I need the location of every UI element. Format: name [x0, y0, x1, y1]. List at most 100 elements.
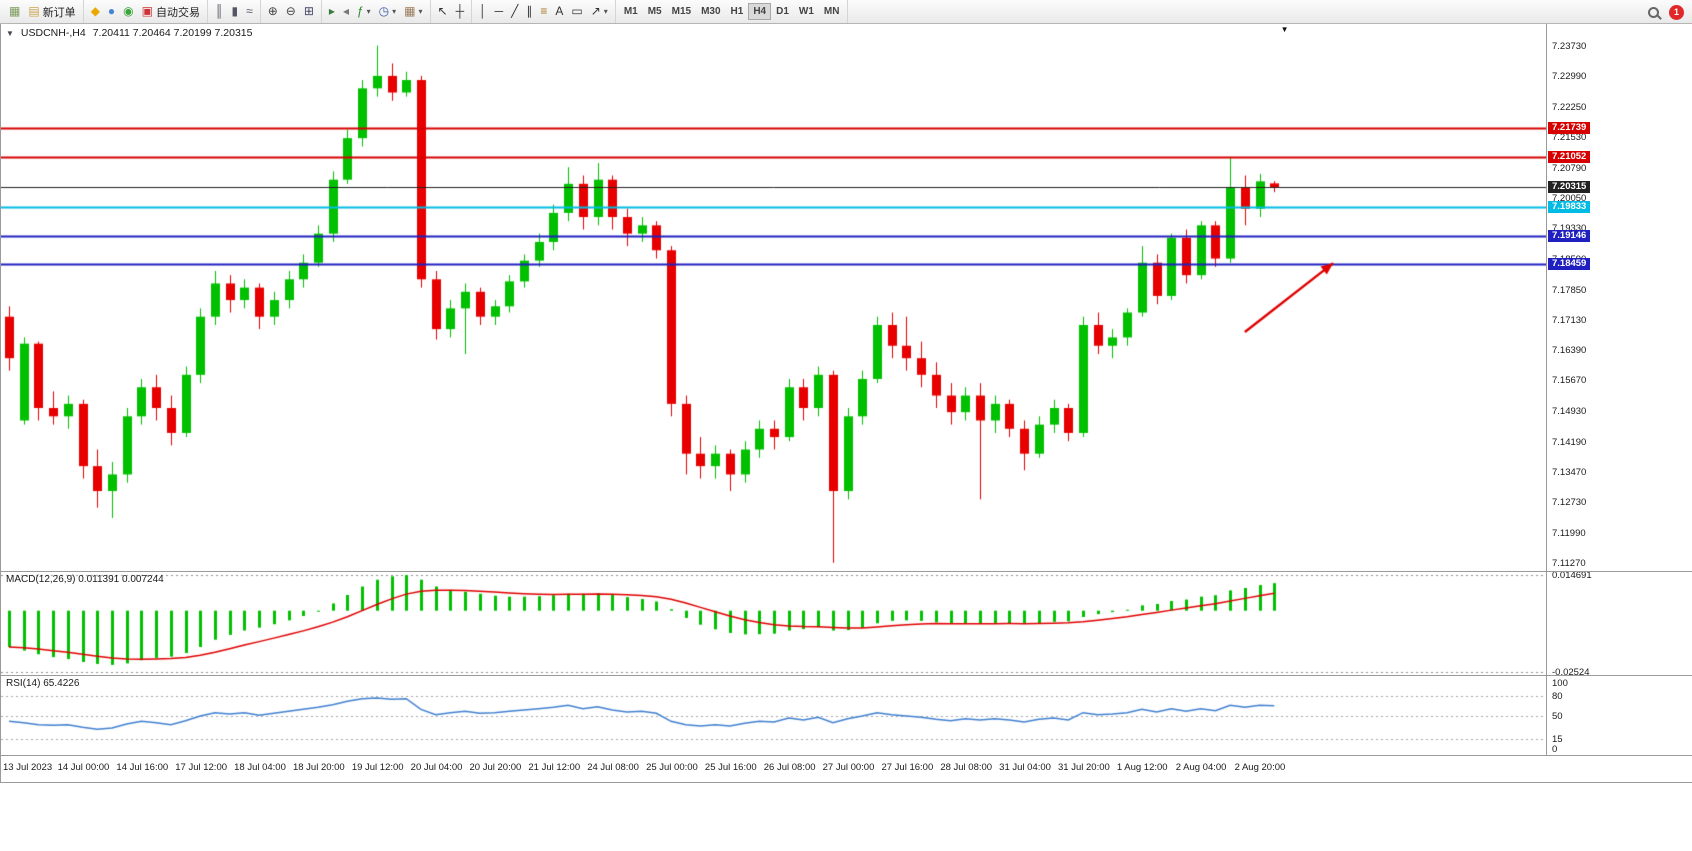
label-button[interactable]: ▭	[567, 3, 586, 20]
crosshair-icon: ┼	[455, 4, 465, 18]
toolbar-groups: ▦ ▤ 新订单 ◆ ● ◉ ▣ 自动交易 ║ ▮ ≈ ⊕ ⊖ ⊞ ▸ ◂ ƒ ▾ ◷ ▾ ▦ ▾ ↖ ┼ │ ─ ╱ ∥ ≡ A ▭ ↗ ▾ M1…	[2, 0, 849, 23]
price-axis-label: 7.16390	[1552, 345, 1587, 357]
autotrading-button-label: 自动交易	[156, 6, 200, 19]
toolbar-group: ↖ ┼	[431, 0, 473, 23]
time-label: 18 Jul 04:00	[234, 762, 286, 773]
notification-badge[interactable]: 1	[1669, 4, 1684, 20]
auto-scroll-button[interactable]: ▸	[325, 3, 339, 20]
templates-button[interactable]: ▦ ▾	[400, 3, 426, 20]
horizontal-line-button[interactable]: ─	[491, 3, 508, 20]
symbol-period-label: USDCNH-,H4	[20, 27, 86, 39]
arrows-button[interactable]: ↗ ▾	[587, 3, 612, 20]
tile-windows-button[interactable]: ⊞	[300, 3, 318, 20]
timeframe-w1[interactable]: W1	[794, 3, 819, 20]
time-label: 31 Jul 20:00	[1058, 762, 1110, 773]
price-axis-label: 7.22990	[1552, 71, 1587, 83]
autotrading-button[interactable]: ▣ 自动交易	[138, 2, 204, 22]
channel-icon: ∥	[526, 4, 533, 18]
chart-title: ▼ USDCNH-,H4 7.20411 7.20464 7.20199 7.2…	[6, 27, 252, 39]
candlestick-chart[interactable]	[1, 24, 1546, 571]
rsi-axis[interactable]: 100 80 50 15 0	[1546, 676, 1692, 756]
time-label: 2 Aug 04:00	[1175, 762, 1227, 773]
price-axis[interactable]: 7.23730 7.22990 7.22250 7.21530 7.20790 7.200…	[1546, 24, 1692, 571]
macd-chart[interactable]	[1, 572, 1546, 675]
candlestick-chart-icon: ▮	[231, 4, 239, 18]
cursor-icon: ↖	[437, 4, 448, 18]
time-label: 24 Jul 08:00	[587, 762, 639, 773]
time-label: 19 Jul 12:00	[351, 762, 404, 773]
main-chart-panel: ▼ USDCNH-,H4 7.20411 7.20464 7.20199 7.2…	[1, 24, 1692, 572]
timeframe-mn[interactable]: MN	[819, 3, 845, 20]
dropdown-caret-icon: ▾	[392, 7, 397, 16]
toolbar: ▦ ▤ 新订单 ◆ ● ◉ ▣ 自动交易 ║ ▮ ≈ ⊕ ⊖ ⊞ ▸ ◂ ƒ ▾ ◷ ▾ ▦ ▾ ↖ ┼ │ ─ ╱ ∥ ≡ A ▭ ↗ ▾ M1…	[0, 0, 1692, 24]
ohlc-values: 7.20411 7.20464 7.20199 7.20315	[92, 27, 253, 39]
rsi-axis-label: 15	[1552, 734, 1563, 746]
timeframe-m5[interactable]: M5	[643, 3, 667, 20]
time-label: 27 Jul 16:00	[881, 762, 934, 773]
new-order-button[interactable]: ▤ 新订单	[24, 2, 79, 22]
candlestick-chart-button[interactable]: ▮	[228, 3, 243, 20]
chart-shift-button[interactable]: ◂	[339, 3, 353, 20]
toolbar-group: ▦ ▤ 新订单	[2, 0, 84, 23]
fibonacci-button[interactable]: ≡	[536, 3, 551, 20]
autotrading-icon: ▣	[141, 4, 153, 18]
arrows-icon: ↗	[590, 4, 601, 18]
trendline-button[interactable]: ╱	[507, 3, 522, 20]
horizontal-line-icon: ─	[494, 4, 504, 18]
new-chart-icon: ▦	[9, 4, 21, 18]
price-tag: 7.19146	[1548, 229, 1591, 242]
community-button[interactable]: ●	[104, 3, 119, 20]
signals-button[interactable]: ◉	[119, 3, 137, 20]
time-label: 13 Jul 2023	[3, 762, 53, 773]
vertical-line-button[interactable]: │	[475, 3, 491, 20]
new-chart-button[interactable]: ▦	[5, 3, 24, 20]
price-axis-label: 7.20790	[1552, 162, 1587, 174]
indicators-button[interactable]: ƒ ▾	[353, 3, 375, 20]
zoom-in-button[interactable]: ⊕	[264, 3, 282, 20]
price-axis-label: 7.23730	[1552, 40, 1587, 52]
fibonacci-icon: ≡	[540, 4, 548, 18]
timeframe-h1[interactable]: H1	[726, 3, 749, 20]
price-tag: 7.21739	[1548, 122, 1591, 135]
line-chart-button[interactable]: ≈	[242, 3, 257, 20]
bar-chart-button[interactable]: ║	[211, 3, 228, 20]
timeframe-group: M1 M5 M15 M30 H1 H4 D1 W1 MN	[616, 0, 849, 23]
time-axis[interactable]: 13 Jul 2023 14 Jul 00:00 14 Jul 16:00 17 Ju…	[1, 756, 1546, 782]
tile-windows-icon: ⊞	[303, 4, 314, 18]
cursor-button[interactable]: ↖	[434, 3, 452, 20]
trendline-icon: ╱	[511, 4, 519, 18]
toolbar-group: ◆ ● ◉ ▣ 自动交易	[84, 0, 208, 23]
timeframe-m1[interactable]: M1	[619, 3, 643, 20]
timeframe-h4[interactable]: H4	[748, 3, 772, 20]
time-label: 1 Aug 12:00	[1116, 762, 1168, 773]
text-button[interactable]: A	[551, 3, 567, 20]
time-label: 28 Jul 08:00	[940, 762, 993, 773]
timeframe-d1[interactable]: D1	[771, 3, 794, 20]
periods-button[interactable]: ◷ ▾	[375, 3, 401, 20]
channel-button[interactable]: ∥	[522, 3, 536, 20]
templates-icon: ▦	[404, 4, 416, 18]
rsi-axis-label: 0	[1552, 744, 1558, 756]
indicators-icon: ƒ	[356, 4, 364, 18]
crosshair-button[interactable]: ┼	[452, 3, 469, 20]
one-click-trading-toggle[interactable]: ▼	[6, 28, 14, 38]
timeframe-m30[interactable]: M30	[696, 3, 725, 20]
toolbar-group: ║ ▮ ≈	[208, 0, 261, 23]
rsi-panel: RSI(14) 65.4226 100 80 50 15 0	[1, 676, 1692, 756]
zoom-out-button[interactable]: ⊖	[282, 3, 300, 20]
market-icon: ◆	[90, 4, 100, 18]
market-button[interactable]: ◆	[87, 3, 104, 20]
timeframe-m15[interactable]: M15	[667, 3, 696, 20]
chart-window: ▼ USDCNH-,H4 7.20411 7.20464 7.20199 7.2…	[0, 24, 1692, 783]
time-label: 25 Jul 00:00	[646, 762, 698, 773]
rsi-chart[interactable]	[1, 676, 1546, 755]
search-icon[interactable]	[1648, 6, 1659, 18]
time-label: 26 Jul 08:00	[763, 762, 816, 773]
price-axis-label: 7.19330	[1552, 223, 1587, 235]
macd-panel: MACD(12,26,9) 0.011391 0.007244 0.014691…	[1, 572, 1692, 676]
new-order-button-label: 新订单	[42, 6, 76, 19]
macd-axis[interactable]: 0.014691 -0.02524	[1546, 572, 1692, 675]
time-label: 14 Jul 00:00	[57, 762, 110, 773]
chart-shift-marker-icon[interactable]: ▼	[1280, 25, 1289, 34]
price-tag: 7.19833	[1548, 201, 1591, 214]
